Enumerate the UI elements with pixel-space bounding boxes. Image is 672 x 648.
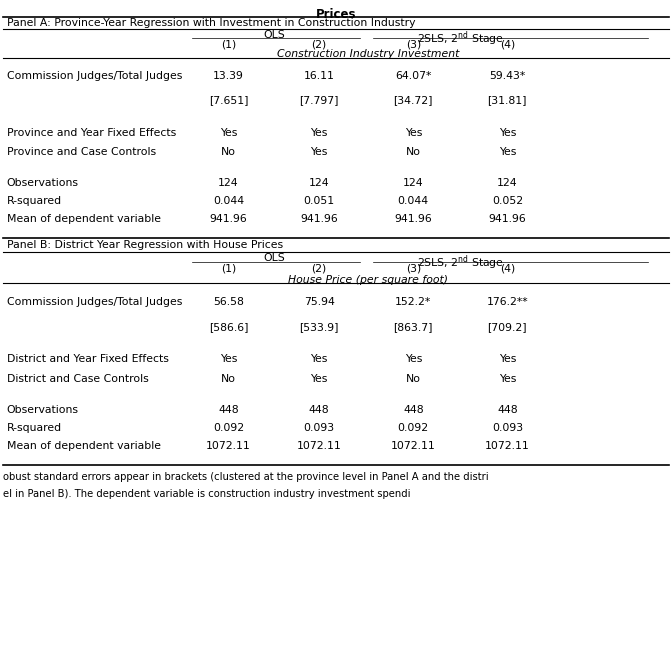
Text: [7.651]: [7.651]	[209, 95, 248, 105]
Text: 0.044: 0.044	[213, 196, 244, 206]
Text: (4): (4)	[500, 40, 515, 49]
Text: 941.96: 941.96	[489, 214, 526, 224]
Text: Yes: Yes	[310, 147, 328, 157]
Text: Observations: Observations	[7, 405, 79, 415]
Text: [34.72]: [34.72]	[394, 95, 433, 105]
Text: Province and Case Controls: Province and Case Controls	[7, 147, 156, 157]
Text: Panel B: District Year Regression with House Prices: Panel B: District Year Regression with H…	[7, 240, 283, 249]
Text: Commission Judges/Total Judges: Commission Judges/Total Judges	[7, 71, 182, 80]
Text: Yes: Yes	[499, 354, 516, 364]
Text: R-squared: R-squared	[7, 196, 62, 206]
Text: 176.2**: 176.2**	[487, 297, 528, 307]
Text: Yes: Yes	[310, 374, 328, 384]
Text: Commission Judges/Total Judges: Commission Judges/Total Judges	[7, 297, 182, 307]
Text: Panel A: Province-Year Regression with Investment in Construction Industry: Panel A: Province-Year Regression with I…	[7, 18, 415, 28]
Text: OLS: OLS	[263, 30, 285, 40]
Text: House Price (per square foot): House Price (per square foot)	[288, 275, 448, 284]
Text: Yes: Yes	[310, 128, 328, 137]
Text: Mean of dependent variable: Mean of dependent variable	[7, 214, 161, 224]
Text: No: No	[406, 374, 421, 384]
Text: [533.9]: [533.9]	[300, 322, 339, 332]
Text: [31.81]: [31.81]	[488, 95, 527, 105]
Text: Observations: Observations	[7, 178, 79, 188]
Text: 59.43*: 59.43*	[489, 71, 526, 80]
Text: Yes: Yes	[405, 128, 422, 137]
Text: 448: 448	[403, 405, 423, 415]
Text: 1072.11: 1072.11	[297, 441, 341, 451]
Text: [586.6]: [586.6]	[209, 322, 248, 332]
Text: Yes: Yes	[499, 128, 516, 137]
Text: [7.797]: [7.797]	[300, 95, 339, 105]
Text: 941.96: 941.96	[300, 214, 338, 224]
Text: 13.39: 13.39	[213, 71, 244, 80]
Text: 1072.11: 1072.11	[206, 441, 251, 451]
Text: el in Panel B). The dependent variable is construction industry investment spend: el in Panel B). The dependent variable i…	[3, 489, 411, 499]
Text: 1072.11: 1072.11	[485, 441, 530, 451]
Text: 124: 124	[218, 178, 239, 188]
Text: (1): (1)	[221, 40, 236, 49]
Text: Yes: Yes	[405, 354, 422, 364]
Text: No: No	[221, 374, 236, 384]
Text: Yes: Yes	[499, 147, 516, 157]
Text: 0.052: 0.052	[492, 196, 523, 206]
Text: (2): (2)	[312, 264, 327, 273]
Text: 448: 448	[497, 405, 517, 415]
Text: (2): (2)	[312, 40, 327, 49]
Text: 0.093: 0.093	[492, 423, 523, 433]
Text: 64.07*: 64.07*	[395, 71, 431, 80]
Text: District and Case Controls: District and Case Controls	[7, 374, 149, 384]
Text: 448: 448	[218, 405, 239, 415]
Text: R-squared: R-squared	[7, 423, 62, 433]
Text: No: No	[221, 147, 236, 157]
Text: Yes: Yes	[220, 128, 237, 137]
Text: Prices: Prices	[316, 8, 356, 21]
Text: (4): (4)	[500, 264, 515, 273]
Text: Yes: Yes	[310, 354, 328, 364]
Text: 124: 124	[309, 178, 329, 188]
Text: 0.093: 0.093	[304, 423, 335, 433]
Text: Mean of dependent variable: Mean of dependent variable	[7, 441, 161, 451]
Text: (3): (3)	[406, 264, 421, 273]
Text: [863.7]: [863.7]	[394, 322, 433, 332]
Text: [709.2]: [709.2]	[488, 322, 527, 332]
Text: Province and Year Fixed Effects: Province and Year Fixed Effects	[7, 128, 176, 137]
Text: (1): (1)	[221, 264, 236, 273]
Text: Construction Industry Investment: Construction Industry Investment	[277, 49, 459, 59]
Text: Yes: Yes	[499, 374, 516, 384]
Text: 124: 124	[403, 178, 423, 188]
Text: 56.58: 56.58	[213, 297, 244, 307]
Text: 448: 448	[309, 405, 329, 415]
Text: (3): (3)	[406, 40, 421, 49]
Text: 0.044: 0.044	[398, 196, 429, 206]
Text: obust standard errors appear in brackets (clustered at the province level in Pan: obust standard errors appear in brackets…	[3, 472, 489, 482]
Text: 941.96: 941.96	[210, 214, 247, 224]
Text: Yes: Yes	[220, 354, 237, 364]
Text: OLS: OLS	[263, 253, 285, 263]
Text: District and Year Fixed Effects: District and Year Fixed Effects	[7, 354, 169, 364]
Text: 941.96: 941.96	[394, 214, 432, 224]
Text: No: No	[406, 147, 421, 157]
Text: 2SLS, 2$^{\rm nd}$ Stage: 2SLS, 2$^{\rm nd}$ Stage	[417, 253, 504, 272]
Text: 16.11: 16.11	[304, 71, 335, 80]
Text: 1072.11: 1072.11	[391, 441, 435, 451]
Text: 0.092: 0.092	[213, 423, 244, 433]
Text: 75.94: 75.94	[304, 297, 335, 307]
Text: 2SLS, 2$^{\rm nd}$ Stage: 2SLS, 2$^{\rm nd}$ Stage	[417, 30, 504, 49]
Text: 0.051: 0.051	[304, 196, 335, 206]
Text: 124: 124	[497, 178, 517, 188]
Text: 152.2*: 152.2*	[395, 297, 431, 307]
Text: 0.092: 0.092	[398, 423, 429, 433]
